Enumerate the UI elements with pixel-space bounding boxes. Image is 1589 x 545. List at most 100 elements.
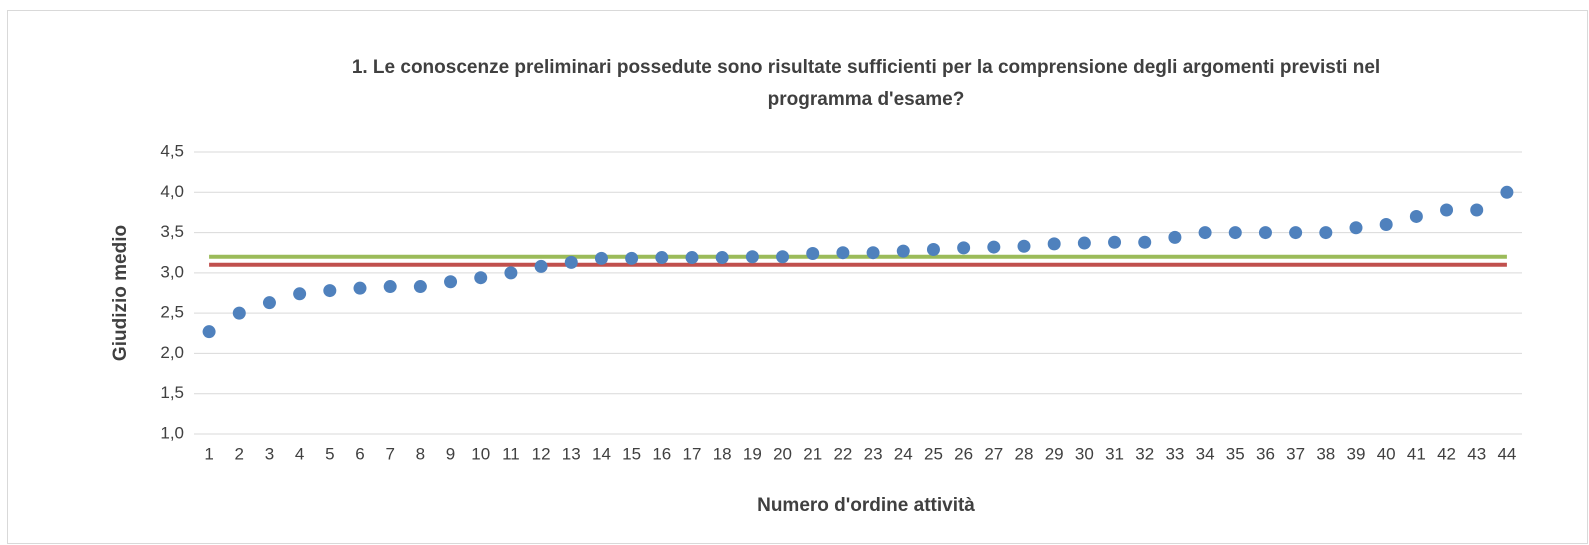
x-tick-label: 13 bbox=[562, 444, 581, 463]
x-tick-label: 37 bbox=[1286, 444, 1305, 463]
x-tick-label: 14 bbox=[592, 444, 611, 463]
point bbox=[504, 266, 518, 280]
point bbox=[534, 259, 548, 273]
point bbox=[1500, 185, 1514, 199]
point bbox=[896, 244, 910, 258]
x-tick-label: 12 bbox=[532, 444, 551, 463]
point bbox=[1409, 209, 1423, 223]
x-tick-label: 11 bbox=[502, 444, 520, 463]
x-tick-label: 4 bbox=[295, 444, 304, 463]
x-tick-label: 28 bbox=[1015, 444, 1034, 463]
point bbox=[1168, 230, 1182, 244]
point bbox=[1379, 218, 1393, 232]
x-tick-label: 18 bbox=[713, 444, 732, 463]
x-axis-label: Numero d'ordine attività bbox=[757, 495, 975, 516]
point bbox=[1108, 235, 1122, 249]
x-tick-label: 32 bbox=[1135, 444, 1154, 463]
x-tick-label: 2 bbox=[235, 444, 244, 463]
x-tick-label: 17 bbox=[683, 444, 702, 463]
y-axis-label: Giudizio medio bbox=[110, 225, 131, 361]
x-tick-label: 26 bbox=[954, 444, 973, 463]
x-tick-label: 30 bbox=[1075, 444, 1094, 463]
point bbox=[1138, 235, 1152, 249]
y-tick-label: 1,5 bbox=[160, 383, 184, 402]
point bbox=[776, 250, 790, 264]
x-tick-label: 38 bbox=[1316, 444, 1335, 463]
y-tick-label: 4,5 bbox=[160, 141, 184, 160]
y-tick-label: 3,0 bbox=[160, 262, 184, 281]
point bbox=[1077, 236, 1091, 250]
point bbox=[383, 280, 397, 294]
x-tick-label: 22 bbox=[833, 444, 852, 463]
point bbox=[1470, 203, 1484, 217]
x-tick-label: 19 bbox=[743, 444, 762, 463]
point bbox=[625, 251, 639, 265]
point bbox=[262, 296, 276, 310]
point bbox=[444, 275, 458, 289]
y-tick-label: 2,0 bbox=[160, 343, 184, 362]
point bbox=[1289, 226, 1303, 240]
x-tick-label: 3 bbox=[265, 444, 274, 463]
chart-title: 1. Le conoscenze preliminari possedute s… bbox=[352, 57, 1380, 78]
point bbox=[1017, 239, 1031, 253]
point bbox=[685, 251, 699, 265]
point bbox=[1198, 226, 1212, 240]
x-tick-label: 20 bbox=[773, 444, 792, 463]
x-tick-label: 43 bbox=[1467, 444, 1486, 463]
x-tick-label: 36 bbox=[1256, 444, 1275, 463]
x-tick-label: 10 bbox=[471, 444, 490, 463]
point bbox=[413, 280, 427, 294]
x-tick-label: 9 bbox=[446, 444, 455, 463]
point bbox=[1047, 237, 1061, 251]
x-tick-label: 31 bbox=[1105, 444, 1124, 463]
point bbox=[474, 271, 488, 285]
point bbox=[1440, 203, 1454, 217]
point bbox=[293, 287, 307, 301]
x-tick-label: 42 bbox=[1437, 444, 1456, 463]
point bbox=[655, 251, 669, 265]
point bbox=[715, 251, 729, 265]
y-tick-label: 4,0 bbox=[160, 182, 184, 201]
x-tick-label: 15 bbox=[622, 444, 641, 463]
x-tick-label: 1 bbox=[204, 444, 213, 463]
x-tick-label: 24 bbox=[894, 444, 913, 463]
x-tick-label: 25 bbox=[924, 444, 943, 463]
point bbox=[1319, 226, 1333, 240]
point bbox=[866, 246, 880, 260]
x-tick-label: 35 bbox=[1226, 444, 1245, 463]
point bbox=[987, 240, 1001, 254]
x-tick-label: 7 bbox=[385, 444, 394, 463]
point bbox=[926, 242, 940, 256]
y-tick-label: 2,5 bbox=[160, 303, 184, 322]
x-tick-label: 23 bbox=[864, 444, 883, 463]
x-tick-label: 41 bbox=[1407, 444, 1426, 463]
x-tick-label: 6 bbox=[355, 444, 364, 463]
chart-frame bbox=[7, 10, 1588, 544]
point bbox=[1349, 221, 1363, 235]
y-tick-label: 1,0 bbox=[160, 423, 184, 442]
point bbox=[1228, 226, 1242, 240]
chart-subtitle: programma d'esame? bbox=[768, 89, 965, 110]
point bbox=[836, 246, 850, 260]
x-tick-label: 33 bbox=[1165, 444, 1184, 463]
point bbox=[957, 241, 971, 255]
x-tick-label: 29 bbox=[1045, 444, 1064, 463]
point bbox=[323, 284, 337, 298]
point bbox=[232, 306, 246, 320]
x-tick-label: 21 bbox=[803, 444, 822, 463]
point bbox=[745, 250, 759, 264]
y-tick-label: 3,5 bbox=[160, 222, 184, 241]
point bbox=[806, 247, 820, 261]
x-tick-label: 5 bbox=[325, 444, 334, 463]
x-tick-label: 39 bbox=[1347, 444, 1366, 463]
x-tick-label: 16 bbox=[652, 444, 671, 463]
point bbox=[564, 255, 578, 269]
point bbox=[1258, 226, 1272, 240]
x-tick-label: 27 bbox=[984, 444, 1003, 463]
x-tick-label: 44 bbox=[1497, 444, 1516, 463]
point bbox=[353, 281, 367, 295]
x-tick-label: 40 bbox=[1377, 444, 1396, 463]
point bbox=[594, 251, 608, 265]
point bbox=[202, 325, 216, 339]
